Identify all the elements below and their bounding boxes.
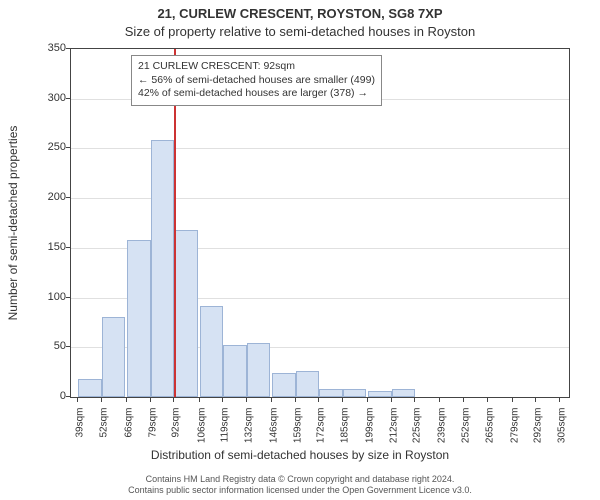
x-tick-mark xyxy=(439,398,440,402)
x-tick-mark xyxy=(414,398,415,402)
x-tick-label: 225sqm xyxy=(412,408,423,458)
x-tick-label: 279sqm xyxy=(509,408,520,458)
x-tick-mark xyxy=(150,398,151,402)
chart-title-address: 21, CURLEW CRESCENT, ROYSTON, SG8 7XP xyxy=(0,6,600,21)
annotation-line-larger: 42% of semi-detached houses are larger (… xyxy=(138,87,375,101)
x-tick-label: 79sqm xyxy=(147,408,158,458)
histogram-bar xyxy=(247,343,271,397)
y-tick-label: 200 xyxy=(26,191,66,203)
x-tick-label: 52sqm xyxy=(98,408,109,458)
histogram-bar xyxy=(102,317,126,397)
x-tick-mark xyxy=(199,398,200,402)
y-tick-mark xyxy=(66,197,70,198)
x-tick-label: 159sqm xyxy=(292,408,303,458)
histogram-bar xyxy=(296,371,320,397)
y-tick-mark xyxy=(66,396,70,397)
x-tick-label: 265sqm xyxy=(484,408,495,458)
histogram-bar xyxy=(319,389,343,397)
x-tick-label: 119sqm xyxy=(220,408,231,458)
histogram-bar xyxy=(392,389,416,397)
histogram-bar xyxy=(200,306,224,397)
x-tick-label: 106sqm xyxy=(196,408,207,458)
x-tick-mark xyxy=(295,398,296,402)
x-tick-mark xyxy=(101,398,102,402)
x-tick-mark xyxy=(77,398,78,402)
x-tick-label: 239sqm xyxy=(437,408,448,458)
y-tick-label: 350 xyxy=(26,42,66,54)
y-tick-mark xyxy=(66,48,70,49)
x-tick-mark xyxy=(367,398,368,402)
x-tick-mark xyxy=(318,398,319,402)
gridline xyxy=(71,198,569,199)
x-tick-mark xyxy=(487,398,488,402)
x-tick-label: 132sqm xyxy=(243,408,254,458)
x-tick-label: 146sqm xyxy=(269,408,280,458)
x-tick-label: 199sqm xyxy=(364,408,375,458)
footer-attribution: Contains HM Land Registry data © Crown c… xyxy=(0,474,600,496)
annotation-line-property: 21 CURLEW CRESCENT: 92sqm xyxy=(138,60,375,74)
x-tick-mark xyxy=(246,398,247,402)
footer-line1: Contains HM Land Registry data © Crown c… xyxy=(0,474,600,485)
x-tick-label: 66sqm xyxy=(124,408,135,458)
x-tick-mark xyxy=(512,398,513,402)
y-tick-mark xyxy=(66,346,70,347)
y-tick-label: 300 xyxy=(26,92,66,104)
x-tick-label: 292sqm xyxy=(533,408,544,458)
y-tick-label: 50 xyxy=(26,340,66,352)
histogram-bar xyxy=(343,389,367,397)
y-tick-label: 0 xyxy=(26,390,66,402)
x-tick-label: 252sqm xyxy=(460,408,471,458)
y-tick-mark xyxy=(66,297,70,298)
x-tick-label: 39sqm xyxy=(75,408,86,458)
y-tick-label: 150 xyxy=(26,241,66,253)
chart-container: 21, CURLEW CRESCENT, ROYSTON, SG8 7XP Si… xyxy=(0,0,600,500)
histogram-bar xyxy=(272,373,296,397)
chart-subtitle: Size of property relative to semi-detach… xyxy=(0,24,600,39)
x-tick-mark xyxy=(391,398,392,402)
y-tick-label: 100 xyxy=(26,291,66,303)
y-tick-label: 250 xyxy=(26,141,66,153)
gridline xyxy=(71,148,569,149)
x-tick-label: 185sqm xyxy=(339,408,350,458)
x-tick-label: 172sqm xyxy=(316,408,327,458)
histogram-bar xyxy=(223,345,247,397)
y-tick-mark xyxy=(66,147,70,148)
histogram-bar xyxy=(151,140,175,397)
histogram-bar xyxy=(78,379,102,397)
annotation-line-smaller: ← 56% of semi-detached houses are smalle… xyxy=(138,74,375,88)
x-tick-mark xyxy=(271,398,272,402)
x-tick-mark xyxy=(173,398,174,402)
x-tick-mark xyxy=(222,398,223,402)
y-tick-mark xyxy=(66,98,70,99)
histogram-bar xyxy=(127,240,151,397)
annotation-box: 21 CURLEW CRESCENT: 92sqm ← 56% of semi-… xyxy=(131,55,382,106)
x-tick-label: 305sqm xyxy=(556,408,567,458)
x-tick-mark xyxy=(126,398,127,402)
y-tick-mark xyxy=(66,247,70,248)
y-axis-label: Number of semi-detached properties xyxy=(6,126,20,321)
histogram-bar xyxy=(368,391,392,397)
plot-area: 21 CURLEW CRESCENT: 92sqm ← 56% of semi-… xyxy=(70,48,570,398)
x-tick-mark xyxy=(559,398,560,402)
x-tick-mark xyxy=(535,398,536,402)
x-tick-mark xyxy=(463,398,464,402)
histogram-bar xyxy=(174,230,198,397)
x-tick-label: 212sqm xyxy=(388,408,399,458)
footer-line2: Contains public sector information licen… xyxy=(0,485,600,496)
x-tick-label: 92sqm xyxy=(171,408,182,458)
x-tick-mark xyxy=(342,398,343,402)
